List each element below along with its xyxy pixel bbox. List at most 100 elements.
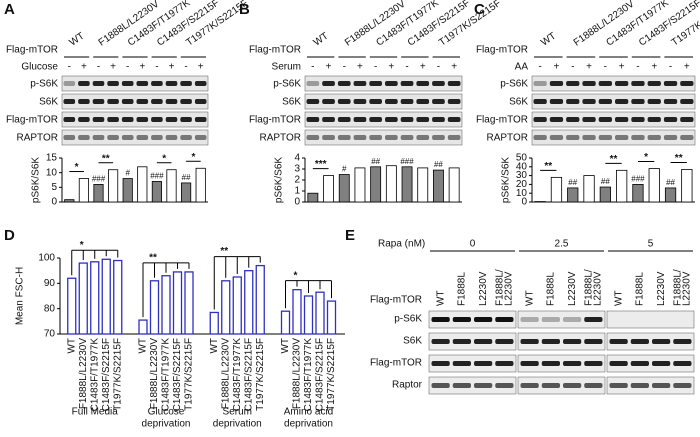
blot-band [647,99,661,104]
panel-label: C [474,1,485,18]
blot-band [92,81,105,86]
blot-strip [61,93,209,110]
blot-band [533,135,547,140]
treatment-label: AA [515,62,529,73]
bar [244,270,254,335]
group-label: deprivation [142,419,191,430]
blot-band [353,99,367,104]
blot-band [121,135,134,140]
blot-band [431,361,450,366]
blot-band [107,117,119,122]
bar [122,178,133,203]
bar [550,176,563,203]
bar [64,199,75,203]
blot-band [92,135,105,140]
bracket-label: * [294,270,298,281]
bar [354,167,366,203]
blot-band [306,135,320,140]
lane-label: F1888L/ [584,269,595,306]
blot-band [582,99,596,104]
bar [113,259,123,335]
construct-label: Flag-mTOR [370,295,422,306]
blot-band [194,81,207,86]
row-label: Flag-mTOR [370,358,422,369]
y-axis-label: pS6K/S6K [274,157,285,203]
x-tick-label: C1483F/S2215F [172,338,183,411]
sign: + [619,62,625,73]
blot-band [121,117,134,122]
blot-band [180,81,192,86]
blot-band [400,81,414,86]
bar [648,168,660,203]
blot-band [369,135,382,140]
blot-band [416,81,430,86]
blot-band [533,81,547,86]
blot-band [447,117,461,122]
blot-strip [428,354,517,373]
row-label: S6K [509,97,528,108]
lane-label: L2230V [593,271,604,306]
significance: ## [601,177,610,186]
sign: - [437,62,440,73]
blot-band [165,135,178,140]
blot-band [495,361,514,366]
x-tick-label: WT [138,338,149,354]
y-tick-label: 10 [46,167,58,178]
blot-band [180,117,192,122]
blot-band [431,383,450,388]
y-tick-label: 0 [294,197,300,208]
blot-band [322,81,335,86]
bar [433,169,444,203]
bar [664,187,677,203]
blot-band [582,81,596,86]
blot-band [474,383,493,388]
blot-strip [61,75,209,92]
bar [101,258,111,335]
blot-band [136,81,149,86]
row-label: Flag-mTOR [6,115,58,126]
bar [166,169,177,203]
sign: + [81,62,87,73]
blot-strip [304,111,463,128]
bar [323,175,334,203]
lane-label: L2230V [504,271,515,306]
sign: + [110,62,116,73]
blot-band [63,117,76,122]
sign: - [604,62,607,73]
significance: ### [400,157,414,166]
x-tick-label: C1483F/T1977K [303,338,314,412]
blot-band [680,81,694,86]
blot-band [416,117,430,122]
group-label: deprivation [284,419,333,430]
sign: - [571,62,574,73]
blot-band [549,81,564,86]
dose-label: 5 [648,239,654,250]
blot-band [107,99,119,104]
blot-band [92,99,105,104]
significance: ## [371,157,380,166]
blot-band [165,99,178,104]
blot-band [337,117,351,122]
sign: - [374,62,377,73]
row-label: p-S6K [30,79,58,90]
bar [370,166,382,203]
bracket-label: *** [315,159,327,170]
blot-band [452,383,471,388]
sign: - [669,62,672,73]
significance: ### [631,175,645,184]
x-tick-label: F1888L/L2230V [220,338,231,410]
blot-band [647,81,661,86]
blot-band [306,99,320,104]
blot-band [520,317,539,322]
bracket-label: * [80,240,84,251]
x-tick-label: WT [66,338,77,354]
blot-band [474,361,493,366]
blot-band [180,99,192,104]
bar [90,261,100,335]
lane-label: F1888L [635,272,646,306]
row-label: RAPTOR [487,133,529,144]
blot-band [353,81,367,86]
blot-band [631,135,645,140]
panel-label: D [4,227,15,244]
blot-band [107,135,119,140]
